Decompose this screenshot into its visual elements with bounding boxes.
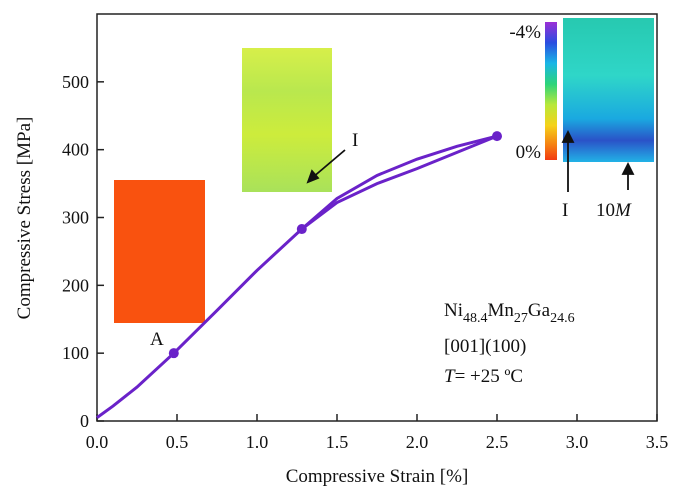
- x-tick-label: 0.5: [166, 432, 189, 452]
- text-part: 24.6: [550, 311, 575, 326]
- temperature: T= +25 ºC: [444, 366, 523, 387]
- scale-label: 0%: [516, 142, 542, 163]
- chart: A I I 10M -4% 0% Ni48.4Mn27Ga24.6 [001](…: [0, 0, 677, 493]
- x-tick-label: 2.5: [486, 432, 509, 452]
- y-tick-label: 400: [62, 140, 89, 160]
- x-tick-label: 0.0: [86, 432, 109, 452]
- y-tick-label: 300: [62, 208, 89, 228]
- x-tick-label: 2.0: [406, 432, 429, 452]
- x-tick-label: 3.5: [646, 432, 669, 452]
- arrow-label: I: [562, 200, 568, 221]
- text-part: Ga: [528, 300, 551, 321]
- marker: [297, 224, 307, 234]
- marker: [169, 348, 179, 358]
- x-tick-label: 1.5: [326, 432, 349, 452]
- y-tick-label: 100: [62, 343, 89, 363]
- scale-label: -4%: [509, 22, 541, 43]
- color-scale: [545, 22, 557, 160]
- orientation: [001](100): [444, 336, 526, 357]
- marker: [492, 131, 502, 141]
- y-axis-label: Compressive Stress [MPa]: [14, 117, 35, 320]
- point-label: I: [352, 130, 358, 151]
- x-tick-label: 3.0: [566, 432, 589, 452]
- point-label: A: [150, 329, 164, 350]
- strain-map-a: [114, 180, 205, 323]
- strain-map-m: [563, 18, 654, 162]
- strain-map-i: [242, 48, 332, 192]
- text-part: = +25 ºC: [455, 366, 524, 387]
- text-part: 27: [514, 311, 528, 326]
- text-part: M: [614, 200, 632, 221]
- x-tick-label: 1.0: [246, 432, 269, 452]
- composition: Ni48.4Mn27Ga24.6: [444, 300, 575, 326]
- text-part: Ni: [444, 300, 463, 321]
- text-part: Mn: [488, 300, 515, 321]
- x-axis-label: Compressive Strain [%]: [286, 466, 469, 487]
- y-tick-label: 200: [62, 275, 89, 295]
- text-part: 48.4: [463, 311, 488, 326]
- text-part: 10: [596, 200, 615, 221]
- y-tick-label: 0: [80, 411, 89, 431]
- y-tick-label: 500: [62, 72, 89, 92]
- arrow-label: 10M: [596, 200, 632, 221]
